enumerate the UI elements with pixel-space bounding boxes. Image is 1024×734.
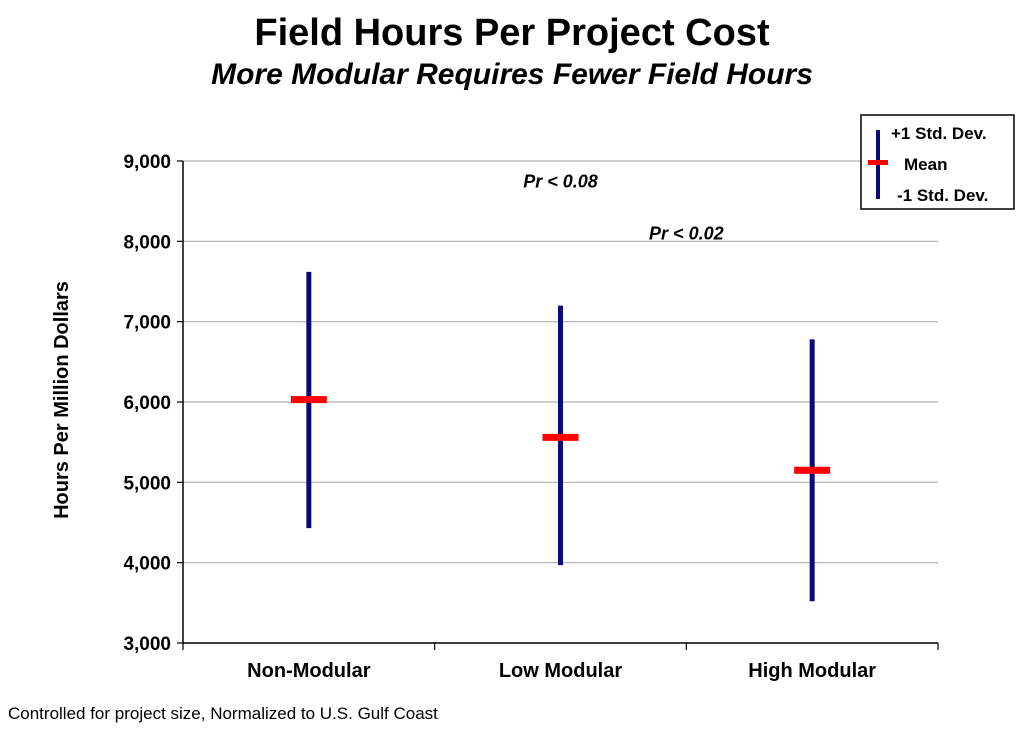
x-tick-labels: Non-Modular Low Modular High Modular xyxy=(247,660,876,682)
annotations: Pr < 0.08 Pr < 0.02 xyxy=(523,172,723,244)
y-tick-label: 3,000 xyxy=(123,634,171,655)
y-tick-label: 8,000 xyxy=(123,232,171,253)
y-tick-label: 6,000 xyxy=(123,393,171,414)
legend-mean-swatch xyxy=(868,160,888,165)
y-tick-label: 7,000 xyxy=(123,313,171,334)
x-tick-label: Low Modular xyxy=(499,660,623,682)
chart-subtitle: More Modular Requires Fewer Field Hours xyxy=(211,58,813,91)
y-tick-label: 5,000 xyxy=(123,473,171,494)
p-value-annotation: Pr < 0.02 xyxy=(649,224,724,244)
x-tick-label: High Modular xyxy=(748,660,876,682)
mean-marker xyxy=(290,396,327,404)
mean-marker xyxy=(794,466,831,474)
legend-entry: Mean xyxy=(904,155,947,174)
x-tick-label: Non-Modular xyxy=(247,660,371,682)
mean-marker xyxy=(542,433,579,441)
y-axis-label: Hours Per Million Dollars xyxy=(51,281,73,519)
legend: +1 Std. Dev. Mean -1 Std. Dev. xyxy=(860,114,1015,210)
error-bar-series xyxy=(290,271,831,602)
y-tick-label: 4,000 xyxy=(123,554,171,575)
axes xyxy=(182,161,939,650)
footnote: Controlled for project size, Normalized … xyxy=(8,704,438,723)
chart-title: Field Hours Per Project Cost xyxy=(254,12,770,54)
y-tick-labels: 3,000 4,000 5,000 6,000 7,000 8,000 9,000 xyxy=(123,152,171,655)
legend-entry: +1 Std. Dev. xyxy=(891,124,987,143)
y-tick-label: 9,000 xyxy=(123,152,171,173)
legend-entry: -1 Std. Dev. xyxy=(897,186,988,205)
p-value-annotation: Pr < 0.08 xyxy=(523,172,598,192)
